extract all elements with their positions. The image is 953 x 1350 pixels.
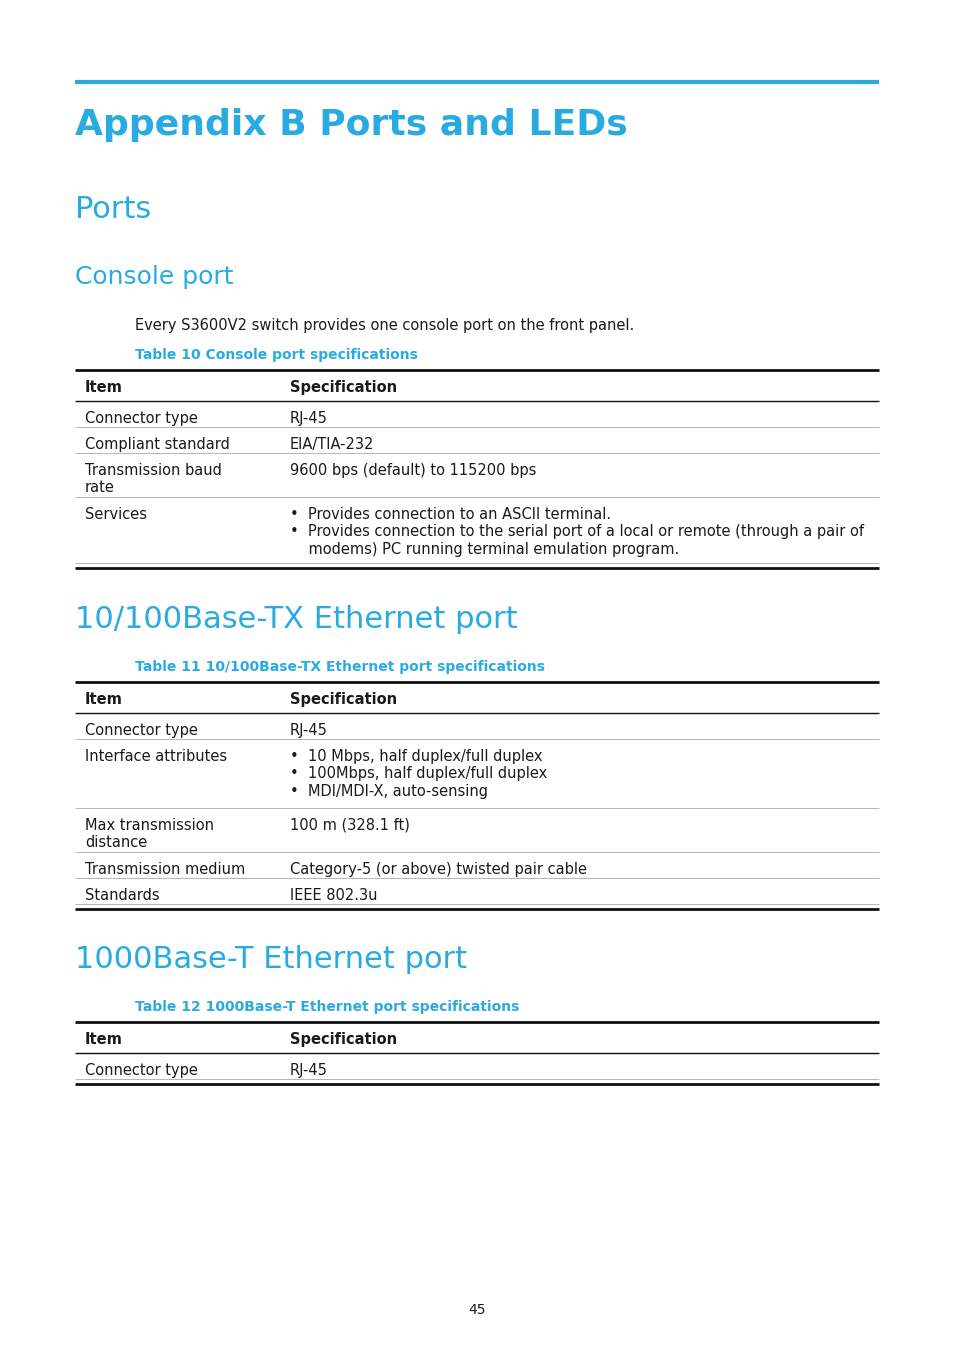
Text: Max transmission
distance: Max transmission distance	[85, 818, 213, 850]
Text: Appendix B Ports and LEDs: Appendix B Ports and LEDs	[75, 108, 627, 142]
Text: IEEE 802.3u: IEEE 802.3u	[290, 888, 377, 903]
Text: •  10 Mbps, half duplex/full duplex
•  100Mbps, half duplex/full duplex
•  MDI/M: • 10 Mbps, half duplex/full duplex • 100…	[290, 749, 547, 799]
Text: •  Provides connection to an ASCII terminal.
•  Provides connection to the seria: • Provides connection to an ASCII termin…	[290, 508, 863, 556]
Text: RJ-45: RJ-45	[290, 410, 328, 427]
Text: Connector type: Connector type	[85, 1062, 197, 1079]
Text: 10/100Base-TX Ethernet port: 10/100Base-TX Ethernet port	[75, 605, 517, 634]
Text: EIA/TIA-232: EIA/TIA-232	[290, 437, 374, 452]
Text: Ports: Ports	[75, 194, 152, 224]
Text: 100 m (328.1 ft): 100 m (328.1 ft)	[290, 818, 410, 833]
Text: Services: Services	[85, 508, 147, 522]
Text: Transmission medium: Transmission medium	[85, 863, 245, 878]
Text: Compliant standard: Compliant standard	[85, 437, 230, 452]
Text: RJ-45: RJ-45	[290, 1062, 328, 1079]
Text: Every S3600V2 switch provides one console port on the front panel.: Every S3600V2 switch provides one consol…	[135, 319, 634, 333]
Text: Connector type: Connector type	[85, 724, 197, 738]
Text: Specification: Specification	[290, 693, 396, 707]
Text: Table 12 1000Base-T Ethernet port specifications: Table 12 1000Base-T Ethernet port specif…	[135, 1000, 518, 1014]
Text: Category-5 (or above) twisted pair cable: Category-5 (or above) twisted pair cable	[290, 863, 586, 878]
Text: Item: Item	[85, 379, 123, 396]
Text: 1000Base-T Ethernet port: 1000Base-T Ethernet port	[75, 945, 467, 973]
Text: 45: 45	[468, 1303, 485, 1318]
Text: Specification: Specification	[290, 379, 396, 396]
Text: Item: Item	[85, 693, 123, 707]
Text: Table 10 Console port specifications: Table 10 Console port specifications	[135, 348, 417, 362]
Text: RJ-45: RJ-45	[290, 724, 328, 738]
Text: Connector type: Connector type	[85, 410, 197, 427]
Text: Console port: Console port	[75, 265, 233, 289]
Text: Table 11 10/100Base-TX Ethernet port specifications: Table 11 10/100Base-TX Ethernet port spe…	[135, 660, 544, 674]
Text: Specification: Specification	[290, 1031, 396, 1048]
Text: Interface attributes: Interface attributes	[85, 749, 227, 764]
Text: 9600 bps (default) to 115200 bps: 9600 bps (default) to 115200 bps	[290, 463, 536, 478]
Text: Standards: Standards	[85, 888, 159, 903]
Text: Transmission baud
rate: Transmission baud rate	[85, 463, 222, 495]
Text: Item: Item	[85, 1031, 123, 1048]
